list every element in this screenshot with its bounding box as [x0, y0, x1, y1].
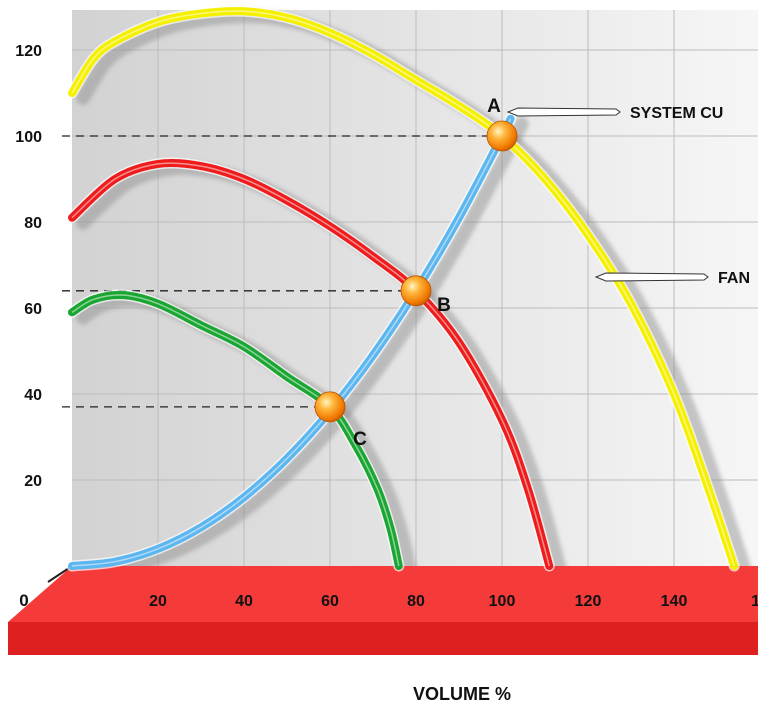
y-tick-label: 80	[24, 215, 42, 232]
x-tick-label: 40	[235, 593, 253, 610]
point-label-C: C	[353, 429, 367, 450]
base-platform-top	[8, 566, 758, 622]
y-tick-label: 40	[24, 387, 42, 404]
curve-fan_green-highlight	[71, 294, 400, 567]
callout-arrow	[506, 107, 621, 117]
origin-label: 0	[19, 591, 28, 610]
callout-fan: FAN	[718, 270, 750, 287]
y-tick-label: 60	[24, 301, 42, 318]
y-tick-label: 20	[24, 473, 42, 490]
x-tick-label: 140	[661, 593, 688, 610]
callout-system-curve: SYSTEM CU	[630, 105, 723, 122]
callouts: SYSTEM CU FAN	[506, 105, 750, 287]
curve-fan_red-highlight	[71, 162, 551, 567]
x-tick-label: 60	[321, 593, 339, 610]
base-platform-front	[8, 622, 758, 655]
operating-point-C	[314, 391, 346, 423]
operating-points: A B C	[314, 96, 518, 450]
point-label-B: B	[437, 295, 451, 316]
x-tick-label: 20	[149, 593, 167, 610]
callout-arrow	[594, 272, 709, 282]
y-tick-label: 120	[15, 43, 42, 60]
x-axis-ticks: 20 40 60 80 100 120 140 16	[149, 593, 758, 610]
x-axis-label: VOLUME %	[413, 684, 511, 704]
operating-point-B	[400, 275, 432, 307]
y-axis-ticks: 20 40 60 80 100 120	[15, 43, 42, 490]
y-tick-label: 100	[15, 129, 42, 146]
x-tick-label: 120	[575, 593, 602, 610]
point-label-A: A	[487, 96, 501, 117]
curve-fan_yellow-highlight	[71, 10, 735, 567]
x-tick-label: 80	[407, 593, 425, 610]
operating-point-A	[486, 120, 518, 152]
x-tick-label: 16	[751, 593, 758, 610]
x-tick-label: 100	[489, 593, 516, 610]
